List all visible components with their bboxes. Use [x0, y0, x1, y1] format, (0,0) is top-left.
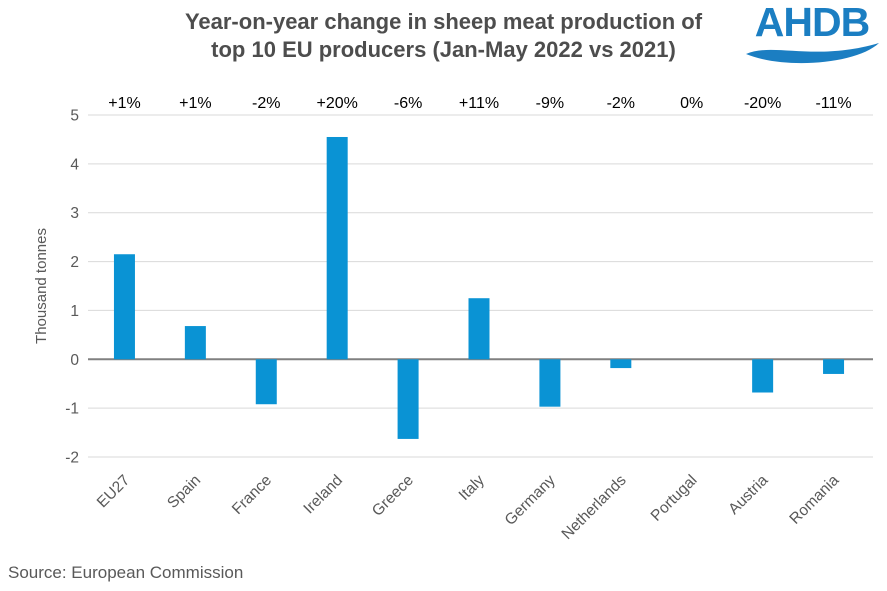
percent-label-France: -2%: [252, 95, 280, 112]
bar-Romania: [823, 359, 845, 374]
percent-label-Ireland: +20%: [316, 95, 357, 112]
bar-EU27: [113, 254, 135, 360]
x-category-label-Greece: Greece: [369, 472, 417, 520]
x-category-label-Portugal: Portugal: [648, 472, 701, 525]
y-tick-label-5: 5: [70, 108, 79, 125]
x-category-label-France: France: [229, 472, 275, 518]
bar-Spain: [184, 326, 206, 360]
bar-Greece: [397, 359, 419, 439]
percent-label-Netherlands: -2%: [607, 95, 635, 112]
x-category-label-Italy: Italy: [456, 472, 488, 504]
percent-label-Austria: -20%: [744, 95, 781, 112]
y-tick-label-1: 1: [70, 303, 79, 320]
bar-Austria: [752, 359, 774, 393]
y-tick-label-3: 3: [70, 205, 79, 222]
percent-label-Italy: +11%: [459, 95, 499, 112]
x-category-label-Ireland: Ireland: [300, 472, 346, 518]
y-tick-label-4: 4: [70, 156, 79, 173]
percent-label-Greece: -6%: [394, 95, 422, 112]
y-tick-label--2: -2: [65, 450, 79, 467]
x-category-label-Germany: Germany: [502, 472, 559, 529]
x-category-label-Austria: Austria: [725, 472, 771, 518]
x-category-label-Romania: Romania: [786, 472, 842, 528]
y-axis-title: Thousand tonnes: [33, 228, 50, 344]
bar-Ireland: [326, 136, 348, 360]
bar-Netherlands: [610, 359, 632, 369]
chart-title: Year-on-year change in sheep meat produc…: [0, 8, 887, 64]
bar-Italy: [468, 298, 490, 360]
ahdb-logo-text: AHDB: [754, 0, 870, 45]
percent-label-EU27: +1%: [108, 95, 140, 112]
percent-label-Spain: +1%: [179, 95, 211, 112]
x-category-label-EU27: EU27: [94, 472, 133, 511]
x-category-label-Spain: Spain: [164, 472, 204, 512]
percent-label-Germany: -9%: [536, 95, 564, 112]
source-caption: Source: European Commission: [8, 563, 244, 582]
bar-France: [255, 359, 277, 405]
chart-title-line-2: top 10 EU producers (Jan-May 2022 vs 202…: [211, 36, 676, 62]
y-tick-label--1: -1: [65, 401, 79, 418]
logo-swoosh-icon: [746, 43, 879, 64]
ahdb-logo: AHDB: [743, 2, 881, 67]
x-category-label-Netherlands: Netherlands: [559, 472, 630, 543]
chart-title-line-1: Year-on-year change in sheep meat produc…: [184, 9, 703, 34]
percent-label-Romania: -11%: [815, 95, 851, 112]
bar-chart: +1% +1% -2% +20% -6% +11% -9% -2% 0% -20% -11% 5 4 3 2…: [33, 95, 873, 543]
percent-label-Portugal: 0%: [680, 95, 703, 112]
bar-Germany: [539, 359, 561, 407]
y-tick-label-2: 2: [70, 254, 79, 271]
y-tick-label-0: 0: [70, 352, 79, 369]
